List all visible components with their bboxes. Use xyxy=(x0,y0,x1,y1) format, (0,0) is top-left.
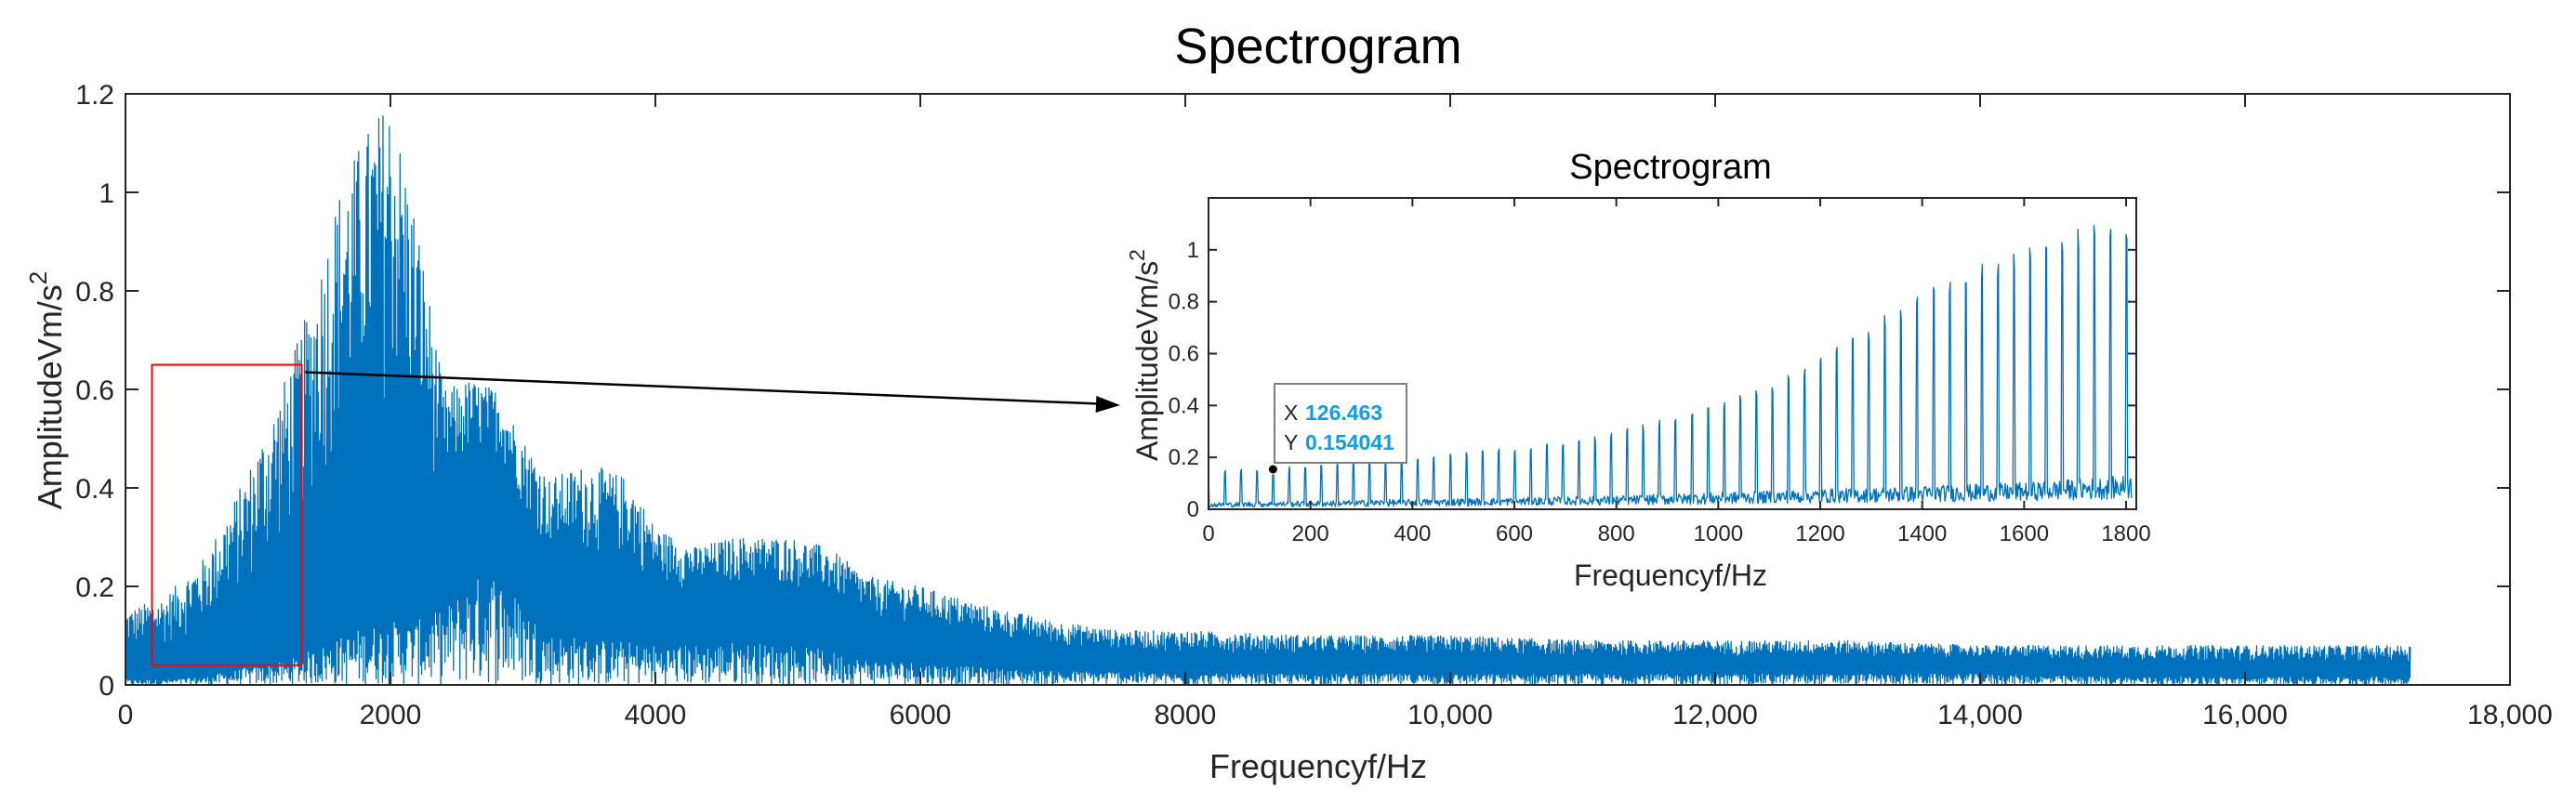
inset-x-tick-label: 1000 xyxy=(1694,521,1743,546)
zoom-region-box xyxy=(151,363,303,666)
main-y-tick-label: 0 xyxy=(99,671,114,702)
inset-y-tick-labels: 0 0.2 0.4 0.6 0.8 1 xyxy=(1169,238,1199,522)
main-signal-layer xyxy=(125,115,2411,686)
datatip-x-value: 126.463 xyxy=(1305,401,1382,425)
inset-y-tick-label: 0.4 xyxy=(1169,393,1199,418)
inset-y-axis-label: AmplitudeVm/s2 xyxy=(1125,249,1164,461)
main-y-tick-label: 0.2 xyxy=(75,572,114,603)
main-y-tick-label: 1.2 xyxy=(75,80,114,111)
main-y-axis-label: AmplitudeVm/s2 xyxy=(24,271,69,510)
main-x-tick-label: 0 xyxy=(118,700,134,730)
datatip-marker[interactable] xyxy=(1267,464,1278,475)
inset-x-tick-label: 400 xyxy=(1394,521,1431,546)
main-y-tick-label: 0.6 xyxy=(75,375,114,406)
inset-y-tick-label: 0.2 xyxy=(1169,445,1199,470)
main-x-tick-label: 14,000 xyxy=(1937,700,2023,730)
main-x-tick-label: 8000 xyxy=(1155,700,1217,730)
main-chart-title: Spectrogram xyxy=(1174,19,1461,74)
main-spectrum-line xyxy=(125,115,2411,686)
inset-x-tick-label: 200 xyxy=(1292,521,1329,546)
main-y-tick-label: 1 xyxy=(99,178,114,209)
inset-x-tick-label: 1800 xyxy=(2101,521,2150,546)
inset-signal-layer xyxy=(1208,225,2133,508)
datatip-x-label: X xyxy=(1284,401,1298,425)
main-x-tick-label: 6000 xyxy=(890,700,952,730)
zoom-arrow xyxy=(305,371,1101,405)
inset-y-tick-label: 1 xyxy=(1187,238,1199,263)
datatip-y-label: Y xyxy=(1284,430,1298,454)
main-y-tick-labels: 0 0.2 0.4 0.6 0.8 1 1.2 xyxy=(75,80,114,702)
main-x-tick-labels: 0 2000 4000 6000 8000 10,000 12,000 14,000 16,00… xyxy=(118,700,2553,730)
inset-chart: Spectrogram 0 200 400 600 800 1000 1200 1400 160… xyxy=(1125,148,2151,592)
inset-y-tick-label: 0.6 xyxy=(1169,342,1199,367)
datatip[interactable]: X 126.463 Y 0.154041 xyxy=(1267,383,1407,475)
main-y-axis-label-text: AmplitudeVm/s xyxy=(31,284,69,509)
zoom-arrow-head xyxy=(1095,395,1120,413)
main-x-tick-label: 2000 xyxy=(360,700,422,730)
main-x-tick-label: 12,000 xyxy=(1672,700,1758,730)
main-y-tick-label: 0.4 xyxy=(75,474,114,505)
main-x-tick-label: 4000 xyxy=(625,700,687,730)
main-x-tick-label: 16,000 xyxy=(2202,700,2288,730)
inset-x-tick-label: 1400 xyxy=(1897,521,1947,546)
inset-x-tick-label: 1600 xyxy=(2000,521,2049,546)
main-y-tick-label: 0.8 xyxy=(75,277,114,308)
inset-spectrum-line xyxy=(1208,225,2133,508)
inset-x-tick-label: 0 xyxy=(1202,521,1214,546)
inset-chart-title: Spectrogram xyxy=(1569,148,1772,187)
main-axis-ticks xyxy=(125,93,2511,686)
datatip-y-value: 0.154041 xyxy=(1305,430,1394,454)
inset-x-tick-label: 600 xyxy=(1496,521,1533,546)
inset-y-axis-label-text: AmplitudeVm/s xyxy=(1130,261,1164,461)
inset-x-tick-label: 800 xyxy=(1598,521,1635,546)
main-x-tick-label: 10,000 xyxy=(1407,700,1493,730)
inset-y-axis-label-superscript: 2 xyxy=(1125,249,1149,261)
inset-x-tick-label: 1200 xyxy=(1795,521,1844,546)
main-x-axis-label: Frequencyf/Hz xyxy=(1209,747,1427,785)
main-x-tick-label: 18,000 xyxy=(2467,700,2553,730)
inset-x-axis-label: Frequencyf/Hz xyxy=(1574,559,1767,592)
datatip-box xyxy=(1274,383,1407,464)
inset-axis-ticks xyxy=(1208,198,2136,510)
inset-x-tick-labels: 0 200 400 600 800 1000 1200 1400 1600 1800 xyxy=(1202,521,2150,546)
inset-y-tick-label: 0 xyxy=(1187,497,1199,522)
inset-y-tick-label: 0.8 xyxy=(1169,290,1199,315)
main-y-axis-label-superscript: 2 xyxy=(24,271,52,284)
main-chart: Spectrogram 0 2000 4000 6000 8000 10,000 12,00… xyxy=(24,19,2553,785)
